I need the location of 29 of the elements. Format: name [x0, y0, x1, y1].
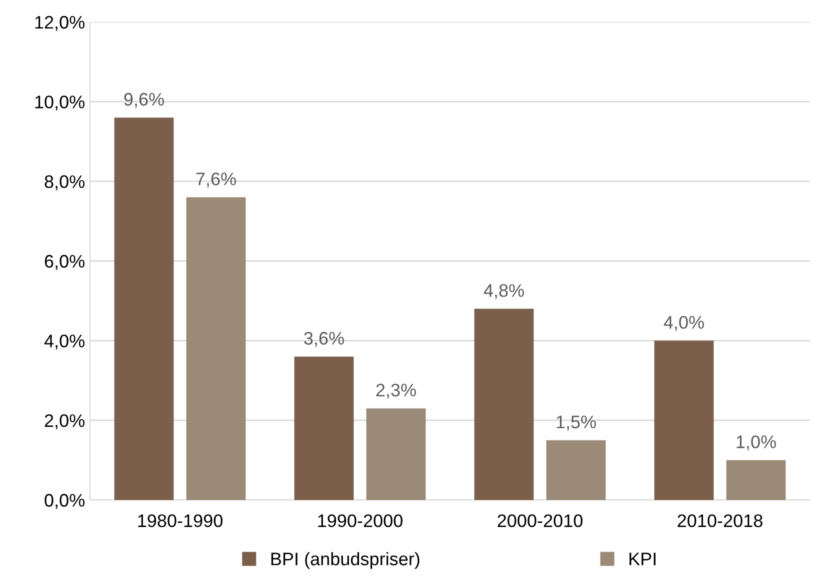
- bar: [294, 356, 354, 500]
- y-tick-label: 10,0%: [35, 96, 84, 111]
- bar: [186, 197, 246, 500]
- bar: [366, 408, 426, 500]
- y-tick-label: 6,0%: [44, 254, 84, 270]
- x-tick-label: 2010-2018: [678, 514, 762, 528]
- y-tick-label: 0,0%: [44, 494, 84, 509]
- y-tick-label: 4,0%: [44, 334, 84, 350]
- x-tick-label: 1990-2000: [318, 514, 402, 528]
- data-label: 1,0%: [736, 435, 776, 450]
- bar: [654, 340, 714, 500]
- y-tick-label: 8,0%: [44, 175, 84, 190]
- data-label: 4,0%: [664, 316, 704, 331]
- bar: [546, 440, 606, 500]
- x-tick-label: 1980-1990: [138, 514, 222, 528]
- bar: [726, 460, 786, 500]
- x-tick-label: 2000-2010: [498, 514, 582, 528]
- data-label: 1,5%: [556, 416, 596, 430]
- y-tick-label: 12,0%: [35, 16, 84, 31]
- bar: [114, 118, 174, 500]
- data-label: 2,3%: [376, 384, 416, 399]
- legend-label: KPI: [630, 552, 656, 566]
- bar: [474, 308, 534, 500]
- data-label: 4,8%: [484, 284, 524, 300]
- legend-label: BPI (anbudspriser): [271, 552, 420, 569]
- data-label: 9,6%: [124, 92, 164, 108]
- data-label: 3,6%: [304, 332, 344, 347]
- data-label: 7,6%: [196, 172, 236, 188]
- y-tick-label: 2,0%: [44, 414, 84, 430]
